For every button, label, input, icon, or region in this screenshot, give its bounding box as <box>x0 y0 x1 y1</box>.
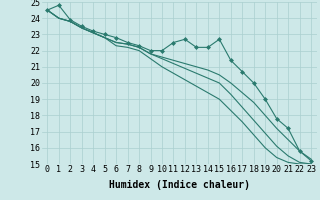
X-axis label: Humidex (Indice chaleur): Humidex (Indice chaleur) <box>109 180 250 190</box>
